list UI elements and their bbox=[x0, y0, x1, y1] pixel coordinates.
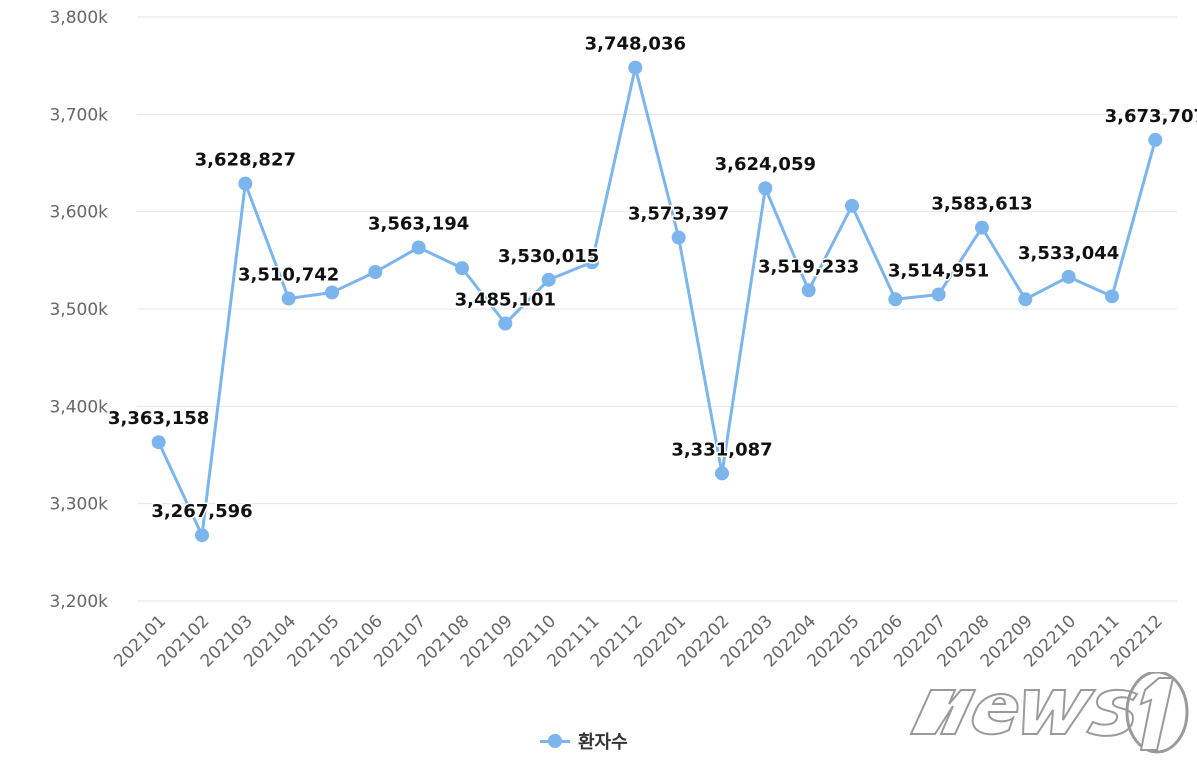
data-label: 3,563,194 bbox=[368, 213, 469, 234]
data-point[interactable] bbox=[541, 272, 556, 287]
grid-lines bbox=[137, 16, 1177, 602]
y-tick-label: 3,300k bbox=[49, 495, 108, 515]
data-point[interactable] bbox=[845, 198, 859, 213]
data-point[interactable] bbox=[1105, 289, 1119, 304]
data-label: 3,331,087 bbox=[671, 439, 772, 460]
data-point[interactable] bbox=[931, 287, 946, 302]
data-label: 3,624,059 bbox=[715, 154, 816, 175]
data-label: 3,510,742 bbox=[238, 265, 339, 286]
news1-logo bbox=[909, 672, 1189, 754]
legend[interactable]: 환자수 bbox=[540, 728, 628, 754]
y-tick-label: 3,800k bbox=[49, 8, 108, 28]
data-point[interactable] bbox=[628, 60, 643, 75]
data-point[interactable] bbox=[1018, 292, 1033, 307]
data-point[interactable] bbox=[975, 220, 989, 235]
data-label: 3,748,036 bbox=[585, 34, 686, 55]
y-tick-label: 3,200k bbox=[49, 592, 108, 612]
y-tick-label: 3,600k bbox=[49, 203, 108, 223]
data-label: 3,485,101 bbox=[455, 290, 556, 311]
y-axis: 3,200k 3,300k 3,400k 3,500k 3,600k 3,700k 3,80… bbox=[49, 8, 108, 612]
data-point[interactable] bbox=[195, 528, 209, 543]
legend-marker-icon bbox=[540, 734, 570, 748]
data-point[interactable] bbox=[151, 435, 166, 450]
data-point[interactable] bbox=[325, 285, 339, 300]
data-label: 3,519,233 bbox=[758, 256, 859, 277]
data-point[interactable] bbox=[368, 265, 383, 280]
data-point[interactable] bbox=[455, 261, 469, 276]
data-point[interactable] bbox=[1061, 269, 1076, 284]
data-point[interactable] bbox=[281, 291, 296, 306]
data-label: 3,573,397 bbox=[628, 204, 729, 225]
y-tick-label: 3,700k bbox=[49, 105, 108, 125]
y-tick-label: 3,500k bbox=[49, 300, 108, 320]
data-label: 3,628,827 bbox=[195, 150, 296, 171]
data-point[interactable] bbox=[758, 181, 773, 196]
x-axis: 2021012021022021032021042021052021062021… bbox=[110, 611, 1167, 671]
data-point[interactable] bbox=[1148, 132, 1163, 147]
data-label: 3,583,613 bbox=[931, 194, 1032, 215]
y-tick-label: 3,400k bbox=[49, 397, 108, 417]
data-labels: 3,363,158 3,267,596 3,628,827 3,510,742 3,56… bbox=[106, 32, 1197, 524]
data-label: 3,267,596 bbox=[151, 501, 252, 522]
data-point[interactable] bbox=[498, 316, 513, 331]
data-point[interactable] bbox=[888, 292, 903, 307]
data-point[interactable] bbox=[801, 283, 816, 298]
data-point[interactable] bbox=[671, 230, 686, 245]
data-point[interactable] bbox=[715, 466, 729, 481]
series-line bbox=[157, 66, 1157, 537]
legend-label: 환자수 bbox=[578, 732, 628, 753]
data-label: 3,530,015 bbox=[498, 246, 599, 267]
data-point[interactable] bbox=[585, 255, 599, 270]
data-point[interactable] bbox=[238, 176, 253, 191]
data-label: 3,514,951 bbox=[888, 260, 989, 281]
series-area bbox=[151, 60, 1163, 543]
data-label: 3,533,044 bbox=[1018, 243, 1119, 264]
data-label: 3,363,158 bbox=[108, 408, 209, 429]
data-label: 3,673,707 bbox=[1105, 106, 1197, 127]
data-point[interactable] bbox=[411, 240, 426, 255]
